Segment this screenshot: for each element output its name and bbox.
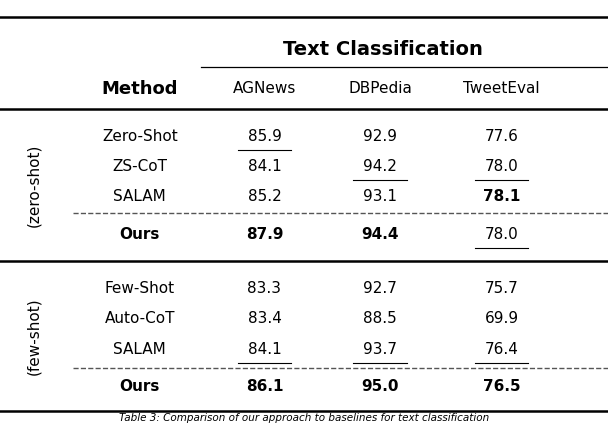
Text: Zero-Shot: Zero-Shot <box>102 129 178 143</box>
Text: Ours: Ours <box>120 379 160 394</box>
Text: Text Classification: Text Classification <box>283 40 483 59</box>
Text: 69.9: 69.9 <box>485 311 519 326</box>
Text: ZS-CoT: ZS-CoT <box>112 159 167 174</box>
Text: TweetEval: TweetEval <box>463 81 540 96</box>
Text: Method: Method <box>102 79 178 98</box>
Text: (zero-shot): (zero-shot) <box>26 143 41 227</box>
Text: 76.5: 76.5 <box>483 379 520 394</box>
Text: (few-shot): (few-shot) <box>26 298 41 375</box>
Text: 92.9: 92.9 <box>363 129 397 143</box>
Text: AGNews: AGNews <box>233 81 296 96</box>
Text: Few-Shot: Few-Shot <box>105 281 175 296</box>
Text: 87.9: 87.9 <box>246 227 283 241</box>
Text: 92.7: 92.7 <box>363 281 397 296</box>
Text: 93.1: 93.1 <box>363 189 397 204</box>
Text: DBPedia: DBPedia <box>348 81 412 96</box>
Text: 93.7: 93.7 <box>363 342 397 356</box>
Text: Auto-CoT: Auto-CoT <box>105 311 175 326</box>
Text: 84.1: 84.1 <box>247 159 282 174</box>
Text: 88.5: 88.5 <box>363 311 397 326</box>
Text: 78.0: 78.0 <box>485 227 519 241</box>
Text: Ours: Ours <box>120 227 160 241</box>
Text: 86.1: 86.1 <box>246 379 283 394</box>
Text: SALAM: SALAM <box>114 342 166 356</box>
Text: 77.6: 77.6 <box>485 129 519 143</box>
Text: 78.0: 78.0 <box>485 159 519 174</box>
Text: 83.3: 83.3 <box>247 281 282 296</box>
Text: 94.4: 94.4 <box>361 227 399 241</box>
Text: 84.1: 84.1 <box>247 342 282 356</box>
Text: 75.7: 75.7 <box>485 281 519 296</box>
Text: 85.2: 85.2 <box>247 189 282 204</box>
Text: 83.4: 83.4 <box>247 311 282 326</box>
Text: 94.2: 94.2 <box>363 159 397 174</box>
Text: 76.4: 76.4 <box>485 342 519 356</box>
Text: 95.0: 95.0 <box>361 379 399 394</box>
Text: SALAM: SALAM <box>114 189 166 204</box>
Text: Table 3: Comparison of our approach to baselines for text classification: Table 3: Comparison of our approach to b… <box>119 413 489 423</box>
Text: 78.1: 78.1 <box>483 189 520 204</box>
Text: 85.9: 85.9 <box>247 129 282 143</box>
